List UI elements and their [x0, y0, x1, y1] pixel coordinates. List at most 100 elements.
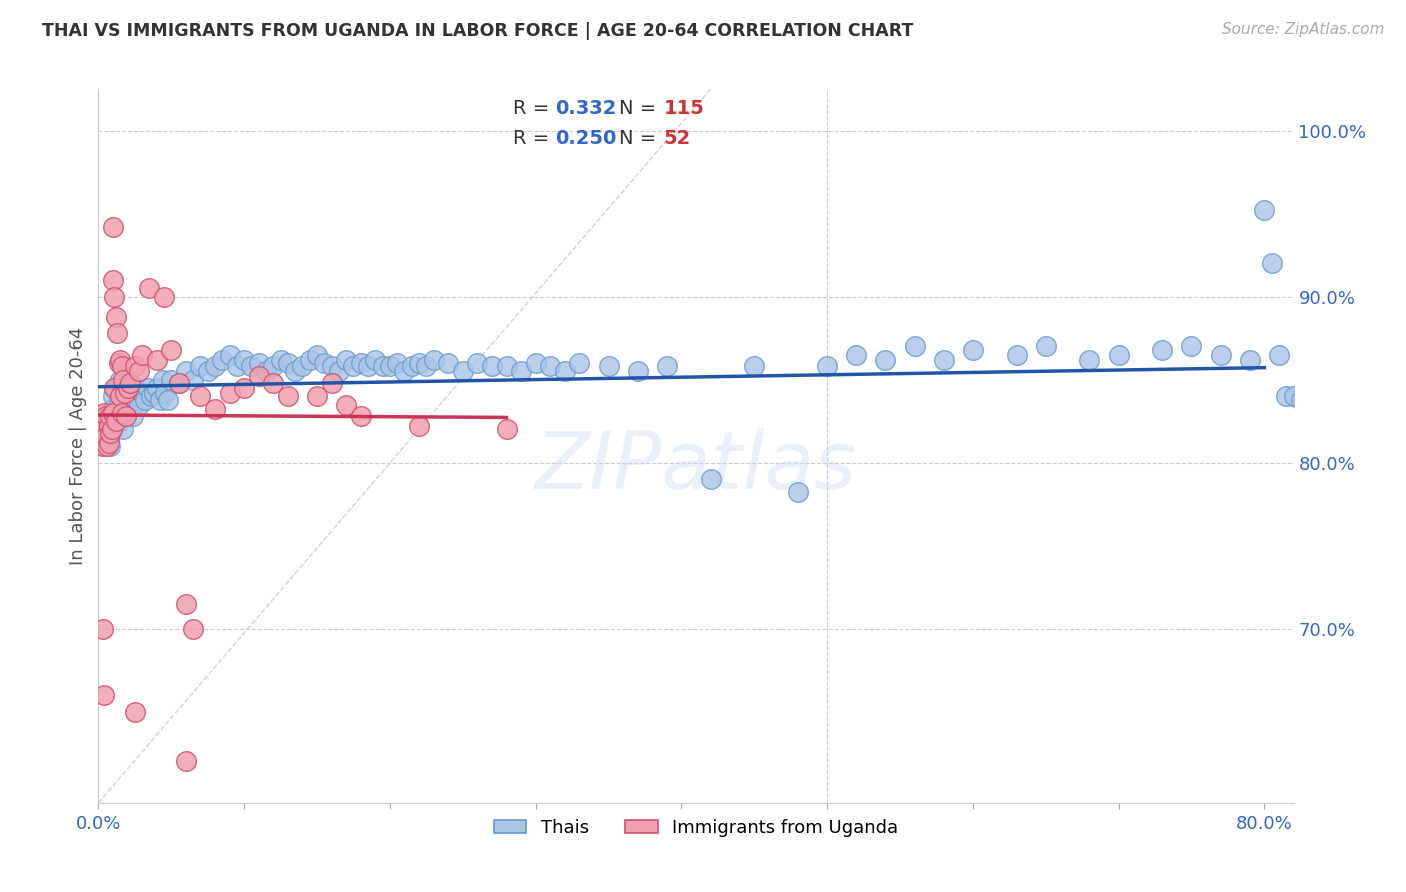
Point [962, 343, 984, 357]
Point [218, 348, 240, 362]
Point [98, 439, 121, 453]
Point [105, 406, 128, 420]
Point [415, 359, 437, 374]
Point [350, 356, 373, 370]
Point [145, 352, 167, 367]
Text: ZIPatlas: ZIPatlas [534, 428, 858, 507]
Point [204, 402, 226, 417]
Point [100, 422, 122, 436]
Point [111, 406, 134, 420]
Point [122, 409, 145, 424]
Point [305, 348, 328, 362]
Point [305, 389, 328, 403]
Point [437, 356, 460, 370]
Point [139, 389, 162, 403]
Point [152, 373, 174, 387]
Point [451, 364, 474, 378]
Point [568, 356, 591, 370]
Point [328, 364, 350, 378]
Point [104, 310, 127, 324]
Point [117, 389, 139, 403]
Point [142, 385, 165, 400]
Point [277, 356, 299, 370]
Point [96, 439, 118, 453]
Point [254, 364, 277, 378]
Point [262, 376, 284, 390]
Point [124, 392, 146, 407]
Point [108, 356, 131, 370]
Point [1296, 397, 1319, 411]
Point [131, 385, 153, 400]
Point [510, 364, 533, 378]
Point [117, 381, 139, 395]
Point [554, 364, 576, 378]
Point [350, 409, 373, 424]
Point [160, 373, 183, 387]
Text: THAI VS IMMIGRANTS FROM UGANDA IN LABOR FORCE | AGE 20-64 CORRELATION CHART: THAI VS IMMIGRANTS FROM UGANDA IN LABOR … [42, 22, 914, 40]
Point [467, 356, 489, 370]
Point [101, 273, 124, 287]
Point [97, 419, 120, 434]
Point [1348, 422, 1371, 436]
Point [314, 356, 336, 370]
Point [136, 381, 159, 395]
Point [371, 359, 394, 374]
Point [114, 409, 136, 424]
Text: R =: R = [513, 99, 555, 119]
Point [1253, 203, 1275, 218]
Point [495, 422, 517, 436]
Point [197, 364, 219, 378]
Point [97, 431, 120, 445]
Point [94, 422, 117, 436]
Point [125, 381, 148, 395]
Point [105, 326, 128, 340]
Point [204, 359, 226, 374]
Point [787, 485, 810, 500]
Point [181, 373, 204, 387]
Point [284, 364, 307, 378]
Text: N =: N = [619, 99, 662, 119]
Point [1305, 397, 1327, 411]
Point [93, 431, 115, 445]
Point [699, 472, 721, 486]
Point [93, 406, 115, 420]
Text: Source: ZipAtlas.com: Source: ZipAtlas.com [1222, 22, 1385, 37]
Point [110, 352, 132, 367]
Point [903, 339, 925, 353]
Point [335, 352, 357, 367]
Point [153, 290, 176, 304]
Point [115, 402, 138, 417]
Point [124, 359, 146, 374]
Point [524, 356, 547, 370]
Point [1319, 406, 1341, 420]
Point [128, 364, 150, 378]
Point [104, 381, 127, 395]
Point [1180, 339, 1202, 353]
Point [120, 385, 142, 400]
Point [103, 290, 125, 304]
Point [157, 392, 180, 407]
Point [655, 359, 678, 374]
Point [110, 373, 132, 387]
Text: 0.250: 0.250 [555, 128, 617, 148]
Point [94, 409, 117, 424]
Point [277, 389, 299, 403]
Point [131, 348, 153, 362]
Point [240, 359, 263, 374]
Point [110, 414, 132, 428]
Point [233, 381, 256, 395]
Point [112, 422, 135, 436]
Point [117, 381, 139, 395]
Point [111, 359, 134, 374]
Point [174, 364, 197, 378]
Point [97, 435, 120, 450]
Point [1333, 414, 1355, 428]
Point [481, 359, 503, 374]
Point [321, 359, 343, 374]
Point [181, 622, 204, 636]
Point [93, 688, 115, 702]
Point [101, 389, 124, 403]
Point [932, 352, 955, 367]
Point [211, 352, 233, 367]
Point [91, 422, 114, 436]
